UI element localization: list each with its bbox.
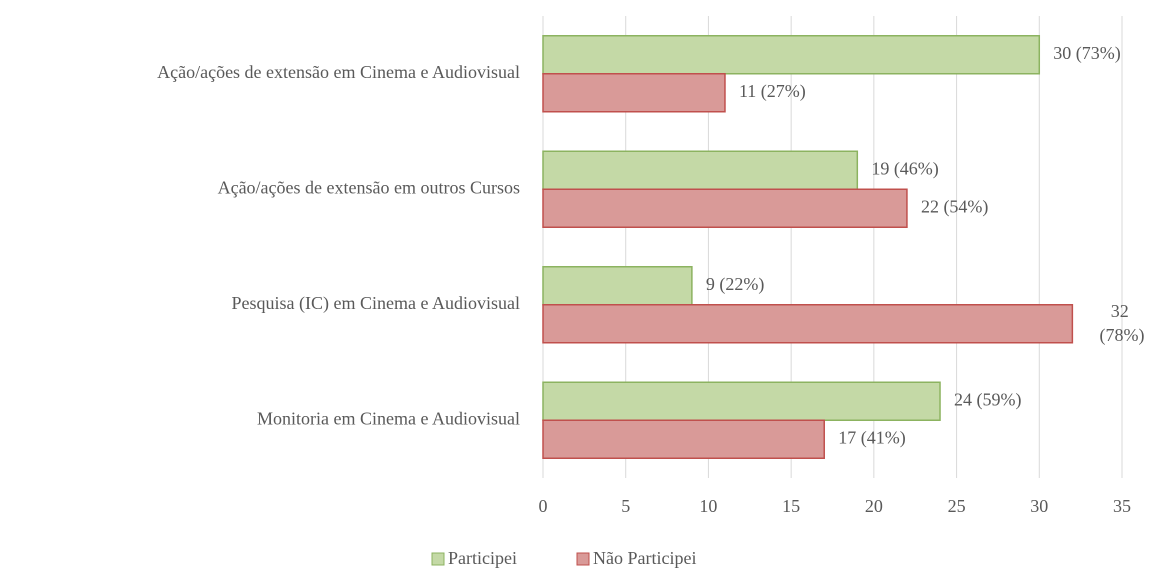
value-label: 17 (41%) (838, 427, 905, 448)
legend-swatch (576, 552, 590, 566)
bar (542, 73, 726, 113)
legend-label: Não Participei (593, 548, 696, 568)
value-label: 11 (27%) (739, 81, 806, 102)
y-tick-label: Monitoria em Cinema e Audiovisual (257, 408, 520, 428)
bar (542, 419, 825, 459)
legend-swatch (431, 552, 445, 566)
x-tick-label: 5 (621, 496, 630, 516)
x-tick-label: 10 (699, 496, 717, 516)
bar (542, 188, 908, 228)
x-tick-label: 35 (1113, 496, 1131, 516)
legend-label: Participei (448, 548, 517, 568)
x-tick-label: 0 (539, 496, 548, 516)
bar (542, 304, 1074, 344)
bar (542, 35, 1041, 75)
x-tick-label: 20 (865, 496, 883, 516)
value-label: 9 (22%) (706, 274, 764, 295)
x-tick-label: 15 (782, 496, 800, 516)
y-tick-label: Ação/ações de extensão em Cinema e Audio… (157, 62, 520, 82)
bar (542, 266, 693, 306)
value-label: 30 (73%) (1053, 43, 1120, 64)
value-label: 22 (54%) (921, 196, 988, 217)
y-tick-label: Pesquisa (IC) em Cinema e Audiovisual (232, 293, 520, 314)
y-tick-label: Ação/ações de extensão em outros Cursos (218, 177, 520, 197)
x-tick-label: 25 (948, 496, 966, 516)
bar (542, 150, 859, 190)
value-label: 32 (78%) (1100, 301, 1145, 346)
value-label: 19 (46%) (871, 158, 938, 179)
x-tick-label: 30 (1030, 496, 1048, 516)
value-label: 24 (59%) (954, 389, 1021, 410)
bar (542, 381, 941, 421)
